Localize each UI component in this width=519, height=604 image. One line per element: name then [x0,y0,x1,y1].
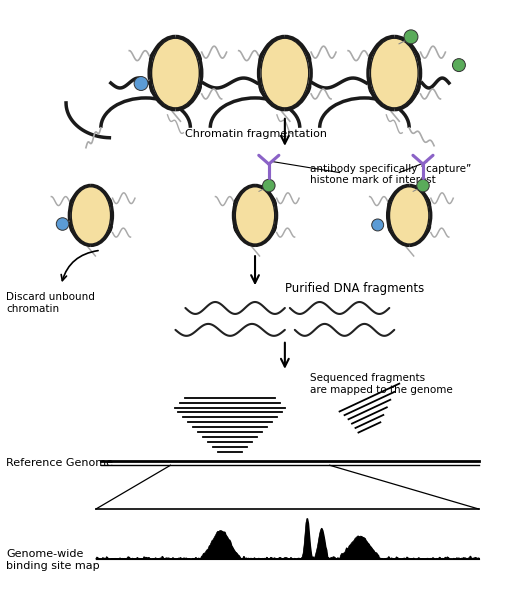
Text: antibody specifically “capture”
histone mark of interest: antibody specifically “capture” histone … [310,164,471,185]
Ellipse shape [263,179,275,192]
Text: Discard unbound
chromatin: Discard unbound chromatin [6,292,95,315]
Text: Sequenced fragments
are mapped to the genome: Sequenced fragments are mapped to the ge… [310,373,453,395]
Ellipse shape [372,219,384,231]
Ellipse shape [404,30,418,44]
Ellipse shape [417,179,429,192]
Ellipse shape [453,59,466,71]
Text: Chromatin fragmentation: Chromatin fragmentation [185,129,327,139]
Ellipse shape [152,38,199,108]
Ellipse shape [134,77,148,91]
Ellipse shape [371,38,418,108]
Ellipse shape [261,38,309,108]
Ellipse shape [235,187,275,244]
Ellipse shape [71,187,111,244]
Text: Purified DNA fragments: Purified DNA fragments [285,282,424,295]
Ellipse shape [56,217,69,230]
Text: Genome-wide
binding site map: Genome-wide binding site map [6,549,100,571]
Ellipse shape [389,187,429,244]
Text: Reference Genome: Reference Genome [6,458,113,468]
